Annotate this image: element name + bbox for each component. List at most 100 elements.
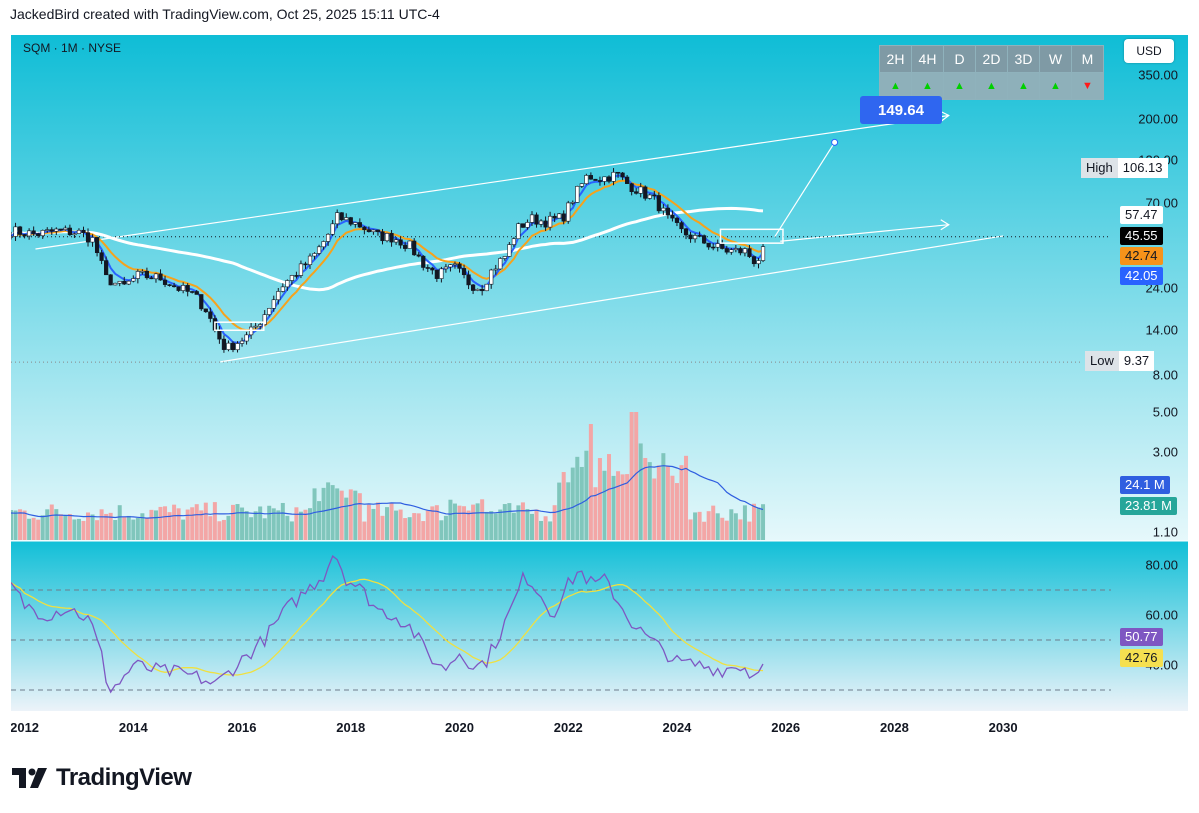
volume-bar	[416, 513, 421, 540]
currency-button[interactable]: USD	[1124, 39, 1174, 63]
candle-body	[171, 285, 177, 288]
signal-3d-up-icon: ▲	[1007, 72, 1040, 100]
mid-ema-line	[11, 179, 764, 332]
volume-bar	[702, 521, 707, 540]
volume-bar	[761, 504, 766, 540]
candle-body	[720, 243, 725, 249]
candle-body	[733, 248, 738, 251]
candle-body	[226, 342, 231, 350]
symbol-label[interactable]: SQM · 1M · NYSE	[23, 41, 122, 55]
rsi-ma-line	[11, 578, 764, 676]
volume-bar	[235, 504, 240, 540]
candle-body	[31, 230, 36, 234]
volume-bar	[36, 519, 41, 540]
volume-bar	[452, 503, 457, 540]
candle-body	[729, 249, 734, 253]
candle-body	[525, 222, 530, 228]
candle-body	[271, 299, 276, 309]
candle-body	[276, 291, 281, 301]
volume-bar	[303, 509, 308, 540]
signal-4h-up-icon: ▲	[911, 72, 944, 100]
candle-body	[502, 256, 507, 259]
volume-bar	[267, 505, 272, 540]
candle-body	[262, 314, 267, 325]
volume-bar	[670, 475, 675, 540]
volume-bar	[434, 505, 439, 540]
volume-bar	[389, 503, 394, 540]
candle-body	[366, 229, 371, 233]
projection-line	[774, 142, 836, 238]
candle-body	[72, 233, 77, 236]
candle-body	[348, 217, 353, 225]
candle-body	[470, 284, 476, 291]
volume-bar	[425, 510, 430, 540]
candles	[11, 168, 766, 353]
volume-bar	[684, 455, 689, 540]
volume-bar	[108, 512, 113, 540]
rsi-ma-badge: 42.76	[1120, 649, 1163, 667]
candle-body	[579, 183, 584, 187]
volume-bar	[326, 482, 331, 540]
volume-bar	[58, 514, 63, 540]
volume-bar	[244, 511, 249, 540]
volume-bar	[706, 511, 711, 540]
candle-body	[751, 256, 757, 265]
candle-body	[40, 230, 45, 237]
candle-body	[230, 342, 236, 351]
candle-body	[702, 235, 707, 244]
volume-bar	[385, 507, 390, 540]
candle-body	[371, 229, 376, 233]
volume-bar	[280, 502, 285, 540]
candle-body	[606, 176, 612, 182]
volume-bar	[620, 474, 625, 540]
volume-bar	[126, 515, 131, 540]
candle-body	[17, 226, 23, 235]
volume-ma-line	[11, 465, 764, 519]
volume-bar	[561, 472, 566, 540]
candle-body	[688, 234, 693, 240]
volume-bar	[276, 510, 281, 540]
candle-body	[58, 228, 63, 231]
volume-bar	[176, 508, 181, 540]
volume-bar	[516, 505, 521, 540]
candle-body	[244, 334, 249, 342]
time-tick: 2022	[553, 720, 583, 735]
volume-bar	[471, 504, 476, 540]
volume-bar	[629, 412, 634, 540]
volume-bar	[607, 454, 612, 540]
volume-bar	[317, 501, 322, 540]
signal-w-up-icon: ▲	[1039, 72, 1072, 100]
candle-body	[67, 227, 72, 236]
candle-body	[724, 248, 729, 253]
candle-body	[412, 240, 417, 256]
timeframe-d: D	[943, 45, 976, 73]
volume-bar	[625, 474, 630, 540]
time-tick: 2012	[11, 720, 40, 735]
volume-bar	[18, 509, 23, 540]
candle-body	[190, 291, 195, 293]
candle-body	[430, 267, 435, 271]
volume-bar	[593, 487, 598, 540]
channel-extension-line	[780, 224, 949, 242]
volume-bar	[258, 506, 263, 540]
volume-bar	[520, 502, 525, 540]
candle-body	[452, 263, 458, 266]
price-tick: 5.00	[1152, 404, 1178, 420]
volume-bar	[443, 515, 448, 540]
candle-body	[63, 227, 68, 230]
candle-body	[448, 264, 453, 268]
chart-header: JackedBird created with TradingView.com,…	[10, 6, 440, 22]
volume-bar	[308, 508, 313, 540]
volume-bar	[656, 465, 661, 540]
volume-bar	[484, 511, 489, 540]
channel-lines	[11, 114, 1111, 363]
volume-bar	[294, 507, 299, 540]
price-marks	[214, 110, 950, 332]
volume-bar	[674, 483, 679, 540]
chart-svg[interactable]	[11, 35, 1188, 742]
candle-body	[534, 214, 539, 225]
volume-bar	[525, 509, 530, 540]
time-tick: 2024	[662, 720, 692, 735]
channel-line	[220, 235, 1004, 363]
candle-body	[49, 229, 54, 232]
